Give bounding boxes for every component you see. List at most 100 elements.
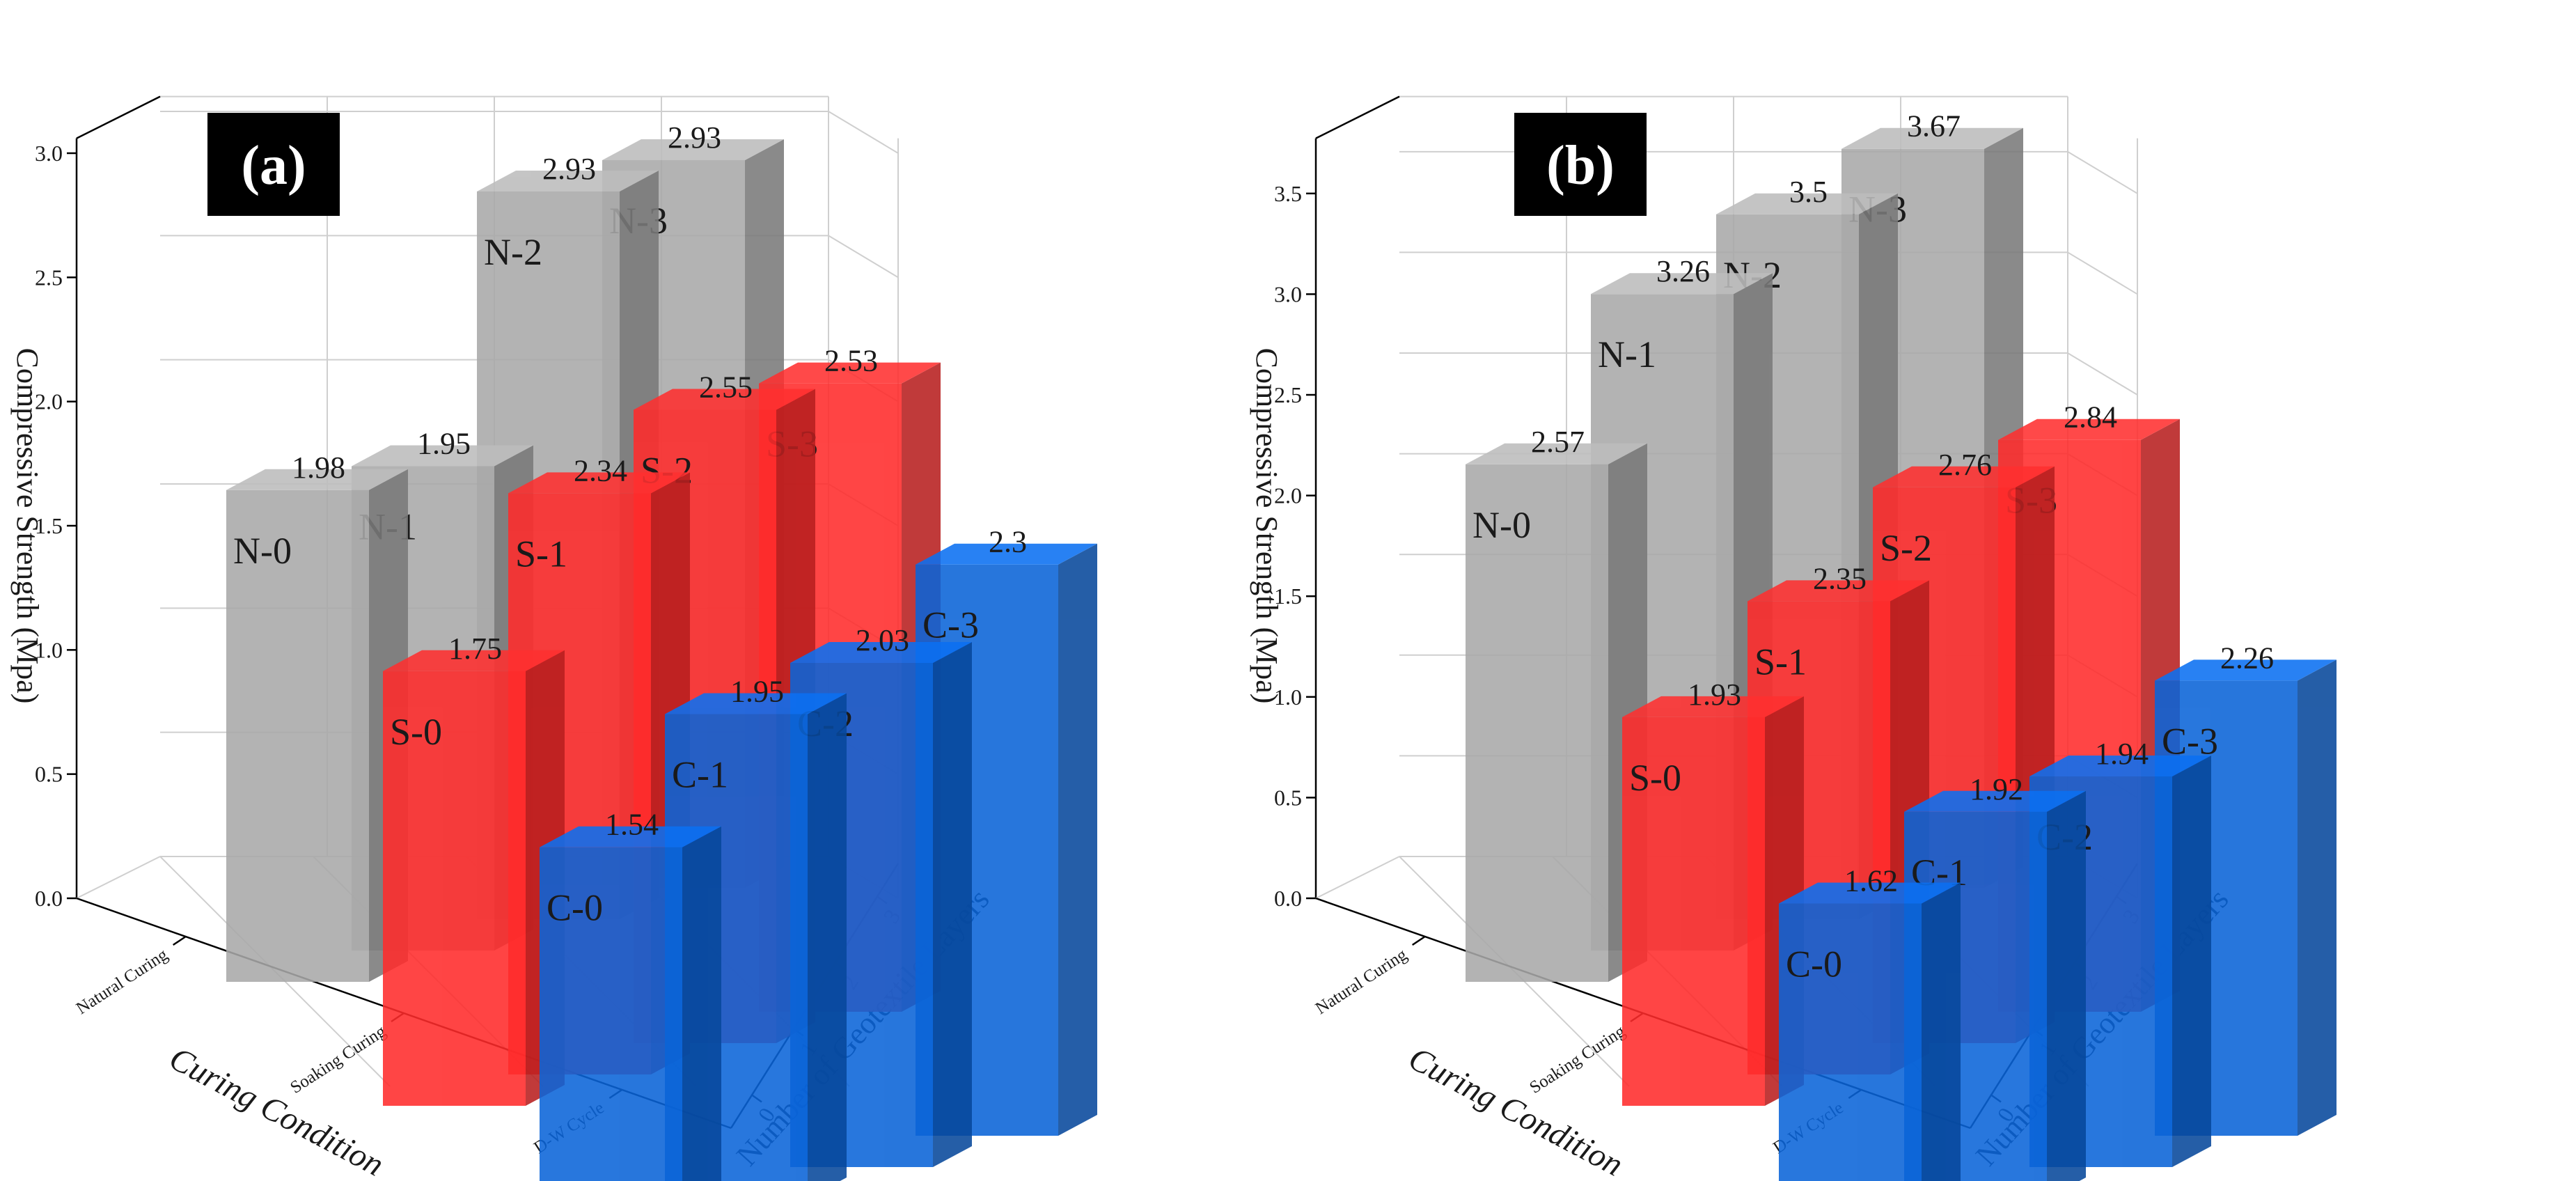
bar-label: C-3 [2162,720,2218,762]
curing-tick [172,935,187,946]
bar-label: C-1 [672,754,728,796]
value-label: 1.92 [1970,772,2023,806]
panel-badge-label: (a) [241,135,306,196]
y-tick-label: 2.5 [35,265,63,290]
curing-tick-label: Natural Curing [73,945,171,1018]
bar-label: N-0 [233,530,292,572]
bar-side-face [2172,756,2211,1167]
bar-C-0 [1779,882,1961,1181]
y-tick-label: 0.0 [35,886,63,911]
bar-label: S-2 [1880,527,1932,569]
bar-top-face [1841,127,2023,149]
bar-label: C-3 [922,604,979,646]
bar-label: S-1 [1754,641,1807,682]
gridline-side [2067,150,2138,194]
bar-top-face [2029,756,2211,776]
bar-top-face [1466,443,1647,464]
bars: 3.67N-33.5N-23.26N-12.57N-02.84S-32.76S-… [1466,109,2337,1181]
bar-label: S-1 [515,533,567,574]
y-axis: 0.0 0.5 1.0 1.5 2.0 2.5 3.0 3.5 [1274,95,1400,911]
value-label: 2.93 [542,152,596,186]
bar-side-face [933,642,972,1167]
bar-side-face [2298,659,2337,1136]
bar-side-face [2047,790,2086,1181]
value-label: 2.35 [1813,561,1867,595]
bar-top-face [1779,882,1961,904]
value-label: 1.95 [417,427,471,461]
bar-front-face [1779,903,1922,1181]
value-label: 2.57 [1531,425,1585,459]
value-label: 1.54 [605,808,659,842]
y-axis-top-edge [1315,95,1400,139]
bar-top-face [540,826,721,847]
bar-top-face [665,693,847,714]
value-label: 2.93 [668,120,721,155]
value-label: 3.26 [1656,254,1710,288]
value-label: 2.55 [699,370,753,405]
bar-top-face [790,642,972,663]
panel-badge-box [1514,113,1647,216]
value-label: 1.95 [730,675,784,709]
bar-top-face [226,469,408,490]
bar-label: S-0 [390,711,442,753]
value-label: 2.03 [856,623,909,657]
bar-label: N-1 [1598,334,1656,375]
bar-side-face [682,826,721,1181]
bar-top-face [1716,193,1898,214]
value-label: 2.76 [1938,448,1992,482]
gridline-side [828,111,899,154]
bar-top-face [759,362,941,384]
curing-axis-title: Curing Condition [1403,1040,1629,1181]
bar-top-face [1873,466,2055,487]
bar-label: C-0 [547,887,603,929]
bar-C-0 [540,826,721,1181]
bar-front-face [1622,717,1765,1106]
value-label: 1.75 [448,632,502,666]
panel-badge: (b) [1514,113,1647,216]
value-label: 2.53 [824,344,878,378]
y-tick-label: 2.0 [1274,483,1302,508]
y-tick-label: 3.0 [1274,281,1302,306]
gridline-side [2067,251,2138,295]
bar-side-face [808,693,847,1181]
y-tick-label: 1.0 [35,637,63,662]
value-label: 2.84 [2064,400,2117,435]
y-tick-label: 2.0 [35,389,63,414]
value-label: 2.34 [574,453,627,487]
value-label: 3.67 [1907,109,1961,143]
value-label: 1.94 [2095,737,2149,771]
y-tick-label: 3.5 [1274,181,1302,206]
bar-top-face [1748,580,1929,602]
bar-front-face [1466,464,1608,982]
y-tick-label: 0.0 [1274,886,1302,911]
bar-label: C-0 [1786,944,1842,985]
y-tick-label: 1.0 [1274,685,1302,710]
value-label: 2.3 [989,525,1027,559]
y-axis: 0.0 0.5 1.0 1.5 2.0 2.5 3.0 [35,95,161,911]
y-axis-floor-edge [76,856,161,899]
y-tick-label: 0.5 [35,762,63,787]
bar-top-face [2155,659,2337,681]
panel-badge: (a) [207,113,340,216]
bar-top-face [477,171,659,191]
bar-top-face [1591,273,1773,295]
value-label: 2.26 [2220,641,2274,675]
curing-tick [1411,935,1426,946]
value-label: 1.98 [292,451,345,485]
bar-top-face [916,543,1097,565]
bar-top-face [383,650,565,671]
curing-tick-label: Soaking Curing [287,1022,389,1097]
y-tick-label: 1.5 [35,513,63,538]
value-label: 1.93 [1688,678,1741,712]
bars: 2.93N-32.93N-21.95N-11.98N-02.53S-32.55S… [226,120,1097,1181]
panel-badge-box [207,113,340,216]
y-tick-label: 3.0 [35,141,63,166]
bar-label: S-0 [1629,757,1681,799]
panel-a-chart: 0.0 0.5 1.0 1.5 2.0 2.5 3.0 Compressive Strengt… [10,95,1097,1181]
gridline-side [828,235,899,279]
bar-front-face [540,847,682,1181]
y-axis-title: Compressive Strength (Mpa) [1250,348,1284,704]
bar-label: N-0 [1472,504,1531,546]
bar-top-face [1904,790,2086,812]
